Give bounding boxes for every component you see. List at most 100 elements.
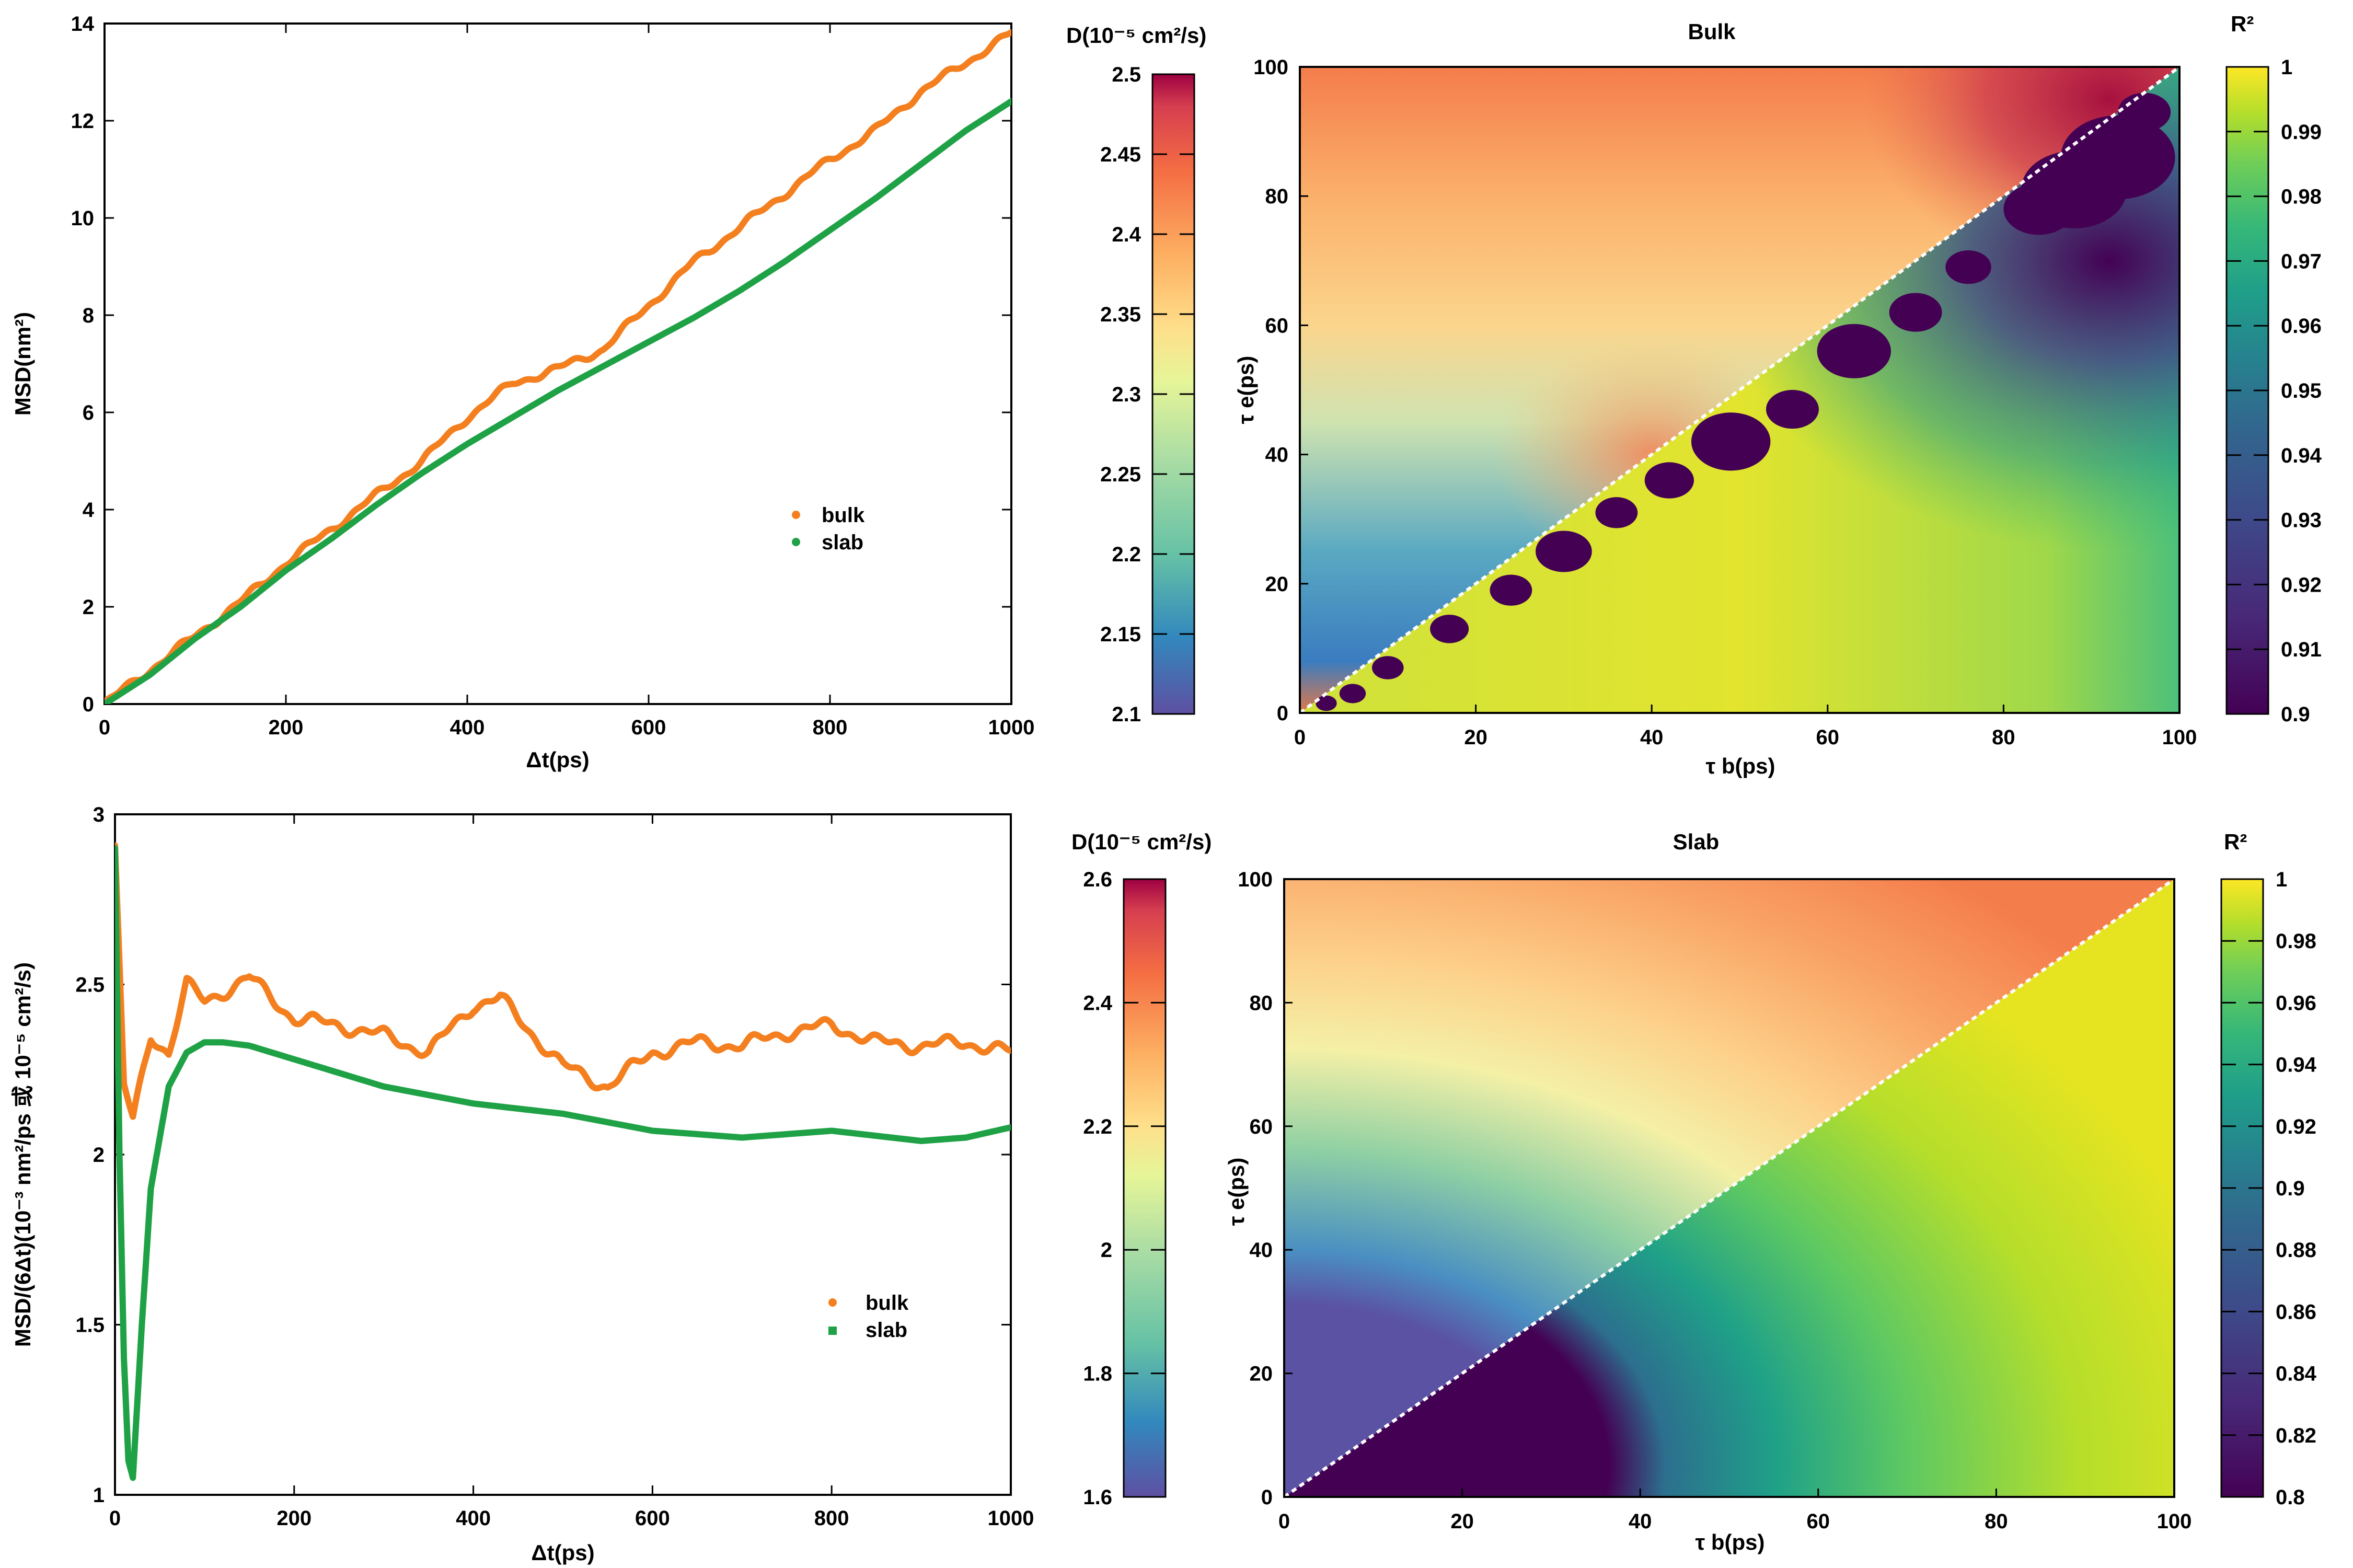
low-r2-patch <box>1691 412 1771 471</box>
series-line-bulk <box>105 29 1011 704</box>
series-slab <box>115 845 1011 1481</box>
x-tick-label: 800 <box>813 716 848 739</box>
x-tick-label: 400 <box>450 716 485 739</box>
colorbar-tick-label: 0.84 <box>2276 1363 2317 1386</box>
slab-map-area <box>1283 878 2175 1498</box>
colorbar-tick-label: 0.96 <box>2276 991 2316 1014</box>
series-line-slab <box>105 98 1011 704</box>
msd-legend-bulk: bulk <box>822 504 865 527</box>
colorbar-tick-label: 1 <box>2281 56 2292 79</box>
colorbar-tick-label: 2.2 <box>1112 543 1141 566</box>
msd-y-label: MSD(nm²) <box>10 312 35 416</box>
colorbar-tick-label: 0.8 <box>2276 1486 2305 1509</box>
colorbar-tick-label: 2.4 <box>1083 991 1112 1014</box>
slab-map-y-label: τ e(ps) <box>1224 1158 1249 1226</box>
y-tick-label: 20 <box>1250 1363 1273 1386</box>
colorbar-tick-label: 0.82 <box>2276 1424 2316 1447</box>
low-r2-patch <box>2118 93 2171 132</box>
slab-map-colorbar-d <box>1123 878 1167 1498</box>
low-r2-patch <box>1490 574 1532 606</box>
y-tick-label: 2 <box>83 596 94 619</box>
series-line-bulk <box>115 842 1011 1120</box>
msd-legend: bulk slab <box>792 504 865 554</box>
slab-map-frame <box>1283 878 2175 1498</box>
colorbar-tick-label: 0.91 <box>2281 638 2322 661</box>
low-r2-patch <box>1536 531 1592 572</box>
bulk-map-diagonal <box>1299 65 2181 714</box>
colorbar-tick-label: 2.45 <box>1100 143 1141 166</box>
msd-ticks: 0 200 400 600 800 1000 0 2 4 6 8 10 12 14 <box>71 13 1035 739</box>
y-tick-label: 8 <box>83 304 94 327</box>
y-tick-label: 2.5 <box>75 974 105 997</box>
slab-map-diagonal <box>1283 878 2175 1498</box>
x-tick-label: 0 <box>99 716 110 739</box>
colorbar-tick-label: 0.95 <box>2281 379 2322 402</box>
x-tick-label: 80 <box>1985 1510 2008 1533</box>
x-tick-label: 100 <box>2157 1510 2192 1533</box>
y-tick-label: 40 <box>1250 1239 1273 1262</box>
colorbar-tick-label: 0.92 <box>2276 1115 2316 1138</box>
x-tick-label: 100 <box>2162 726 2197 749</box>
y-tick-label: 100 <box>1253 56 1288 79</box>
x-tick-label: 400 <box>456 1507 491 1530</box>
low-r2-patch <box>1372 656 1404 679</box>
colorbar-tick-label: 2.5 <box>1112 63 1141 86</box>
y-tick-label: 6 <box>83 401 94 424</box>
running-d-panel: 0 200 400 600 800 1000 1 1.5 2 2.5 3 Δt(ps) MSD/(6… <box>10 803 1034 1565</box>
colorbar-tick-label: 1.6 <box>1083 1486 1112 1509</box>
colorbar-tick-label: 1.8 <box>1083 1363 1112 1386</box>
x-tick-label: 200 <box>276 1507 312 1530</box>
bulk-map-colorbar-d-title: D(10⁻⁵ cm²/s) <box>1066 23 1206 48</box>
series-bulk <box>105 29 1011 704</box>
y-tick-label: 1 <box>93 1484 105 1507</box>
y-tick-label: 0 <box>1277 702 1288 725</box>
y-tick-label: 0 <box>1261 1486 1273 1509</box>
x-tick-label: 40 <box>1629 1510 1652 1533</box>
series-bulk <box>115 842 1011 1120</box>
slab-map-colorbar-r2-title: R² <box>2224 829 2247 854</box>
colorbar-tick-label: 0.94 <box>2281 444 2322 467</box>
running-d-legend-slab: slab <box>866 1319 907 1342</box>
running-d-x-label: Δt(ps) <box>531 1540 594 1565</box>
low-r2-patch <box>1644 462 1694 499</box>
x-tick-label: 40 <box>1640 726 1664 749</box>
colorbar-tick-label: 2.35 <box>1100 303 1141 326</box>
colorbar-tick-label: 0.96 <box>2281 315 2322 338</box>
slab-map-title: Slab <box>1673 829 1720 854</box>
low-r2-patch <box>1430 615 1469 643</box>
colorbar-tick-label: 2.2 <box>1083 1115 1112 1138</box>
colorbar-tick-label: 2 <box>1101 1239 1112 1262</box>
low-r2-patch <box>1316 695 1337 711</box>
bulk-map-colorbar-r2-title: R² <box>2231 11 2254 36</box>
y-tick-label: 20 <box>1265 573 1289 596</box>
slab-map-colorbar-d-ticks: 1.6 1.8 2 2.2 2.4 2.6 <box>1083 868 1166 1509</box>
series-slab <box>105 98 1011 704</box>
y-tick-label: 3 <box>93 803 105 826</box>
bulk-map-block: D(10⁻⁵ cm²/s) 2.12.152.22.252.32.352.42.… <box>1066 11 2322 778</box>
colorbar-tick-label: 0.94 <box>2276 1054 2317 1077</box>
colorbar-tick-label: 2.25 <box>1100 463 1141 486</box>
y-tick-label: 10 <box>71 207 95 230</box>
x-tick-label: 1000 <box>988 1507 1034 1530</box>
y-tick-label: 40 <box>1265 444 1289 467</box>
colorbar-tick-label: 0.93 <box>2281 509 2322 532</box>
x-tick-label: 600 <box>635 1507 670 1530</box>
y-tick-label: 80 <box>1265 185 1289 208</box>
y-tick-label: 60 <box>1250 1115 1273 1138</box>
colorbar-tick-label: 0.9 <box>2276 1177 2305 1200</box>
x-tick-label: 60 <box>1807 1510 1830 1533</box>
y-tick-label: 14 <box>71 13 95 36</box>
colorbar-tick-label: 0.88 <box>2276 1239 2316 1262</box>
slab-map-colorbar-d-title: D(10⁻⁵ cm²/s) <box>1071 829 1212 854</box>
running-d-series <box>115 842 1011 1481</box>
bulk-map-x-label: τ b(ps) <box>1705 754 1775 778</box>
slab-map-ticks: 0 20 40 60 80 100 0 20 40 60 80 100 <box>1238 868 2191 1533</box>
low-r2-patch <box>1889 293 1942 332</box>
colorbar-tick-label: 2.3 <box>1112 383 1141 406</box>
msd-plot-frame <box>103 22 1012 705</box>
colorbar-tick-label: 0.97 <box>2281 250 2322 273</box>
low-r2-patch <box>1339 684 1366 704</box>
y-tick-label: 12 <box>71 110 95 133</box>
x-tick-label: 0 <box>109 1507 121 1530</box>
